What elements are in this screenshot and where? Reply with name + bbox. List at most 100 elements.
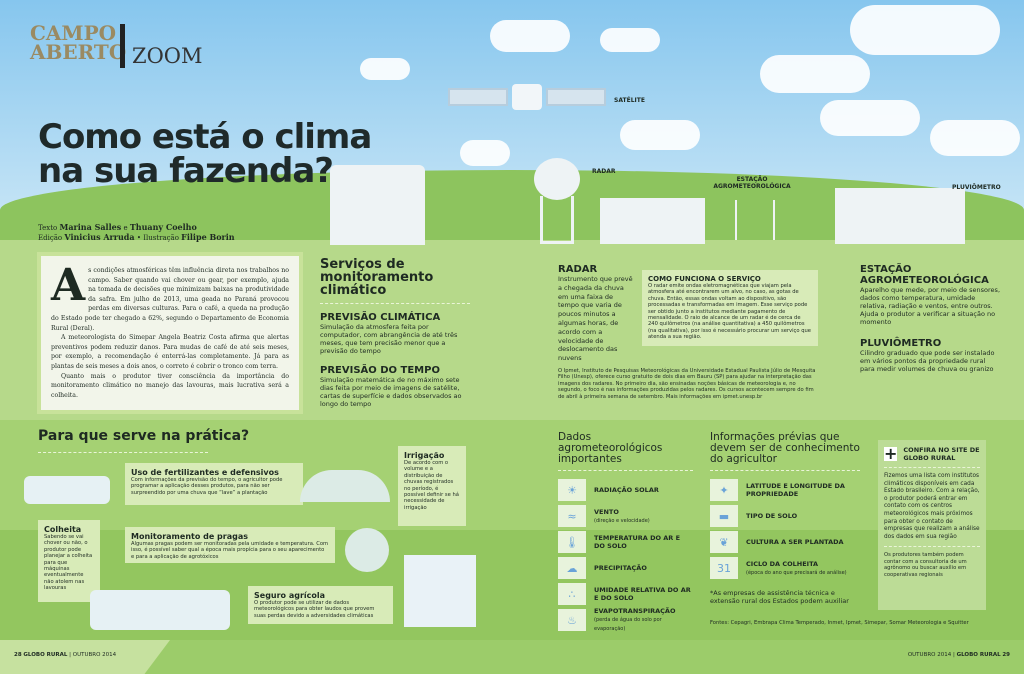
practice-card-irrigation: Irrigação De acordo com o volume e a dis… <box>398 446 466 526</box>
magazine-name: GLOBO RURAL <box>956 652 1001 658</box>
ipmet-note: O Ipmet, Instituto de Pesquisas Meteorol… <box>558 368 816 400</box>
author: Marina Salles <box>59 222 122 232</box>
gauge-text: Cilindro graduado que pode ser instalado… <box>860 349 995 373</box>
pest-beetle-icon <box>345 528 389 572</box>
card-text: O produtor pode se utilizar de dados met… <box>254 600 375 619</box>
sources: Fontes: Cepagri, Embrapa Clima Temperado… <box>710 620 969 626</box>
data-item-text: TEMPERATURA DO AR E DO SOLO <box>594 534 693 550</box>
card-title: Uso de fertilizantes e defensivos <box>131 468 279 477</box>
how-text: O radar emite ondas eletromagnéticas que… <box>648 283 811 341</box>
divider <box>884 546 980 548</box>
article-paragraph: Quanto mais o produtor tiver consciência… <box>51 372 289 399</box>
data-item-label: TEMPERATURA DO AR E DO SOLO <box>594 534 681 550</box>
data-item: 31 CICLO DA COLHEITA (época do ano que pre… <box>710 555 860 581</box>
data-item-text: LATITUDE E LONGITUDE DA PROPRIEDADE <box>746 482 860 498</box>
sun-icon: ☀ <box>558 479 586 501</box>
gauge-title: PLUVIÔMETRO <box>860 338 942 349</box>
data-item-text: TIPO DE SOLO <box>746 512 797 520</box>
station-title: ESTAÇÃO AGROMETEOROLÓGICA <box>860 264 989 286</box>
subsection-label: ZOOM <box>132 44 203 68</box>
satellite-label: SATÉLITE <box>614 97 645 104</box>
data-item: ❦ CULTURA A SER PLANTADA <box>710 529 860 555</box>
cloud <box>460 140 510 166</box>
cloud <box>490 20 570 52</box>
data-item: 🌡 TEMPERATURA DO AR E DO SOLO <box>558 529 693 555</box>
card-title: Monitoramento de pragas <box>131 532 249 541</box>
cloud <box>930 120 1020 156</box>
intro-article: A s condições atmosféricas têm influênci… <box>37 252 303 414</box>
evaporation-icon: ♨ <box>558 609 586 631</box>
satellite-body <box>512 84 542 110</box>
radar-section: RADAR Instrumento que prevê a chegada da… <box>558 264 634 363</box>
data-item: ☁ PRECIPITAÇÃO <box>558 555 693 581</box>
agro-data-title: Dados agrometeorológicos importantes <box>558 431 663 465</box>
card-title: Seguro agrícola <box>254 591 326 600</box>
data-item-text: UMIDADE RELATIVA DO AR E DO SOLO <box>594 586 693 602</box>
article-paragraph: s condições atmosféricas têm influência … <box>51 267 289 332</box>
services-section: Serviços de monitoramento climático PREV… <box>320 258 470 408</box>
data-item-label: UMIDADE RELATIVA DO AR E DO SOLO <box>594 586 691 602</box>
article-paragraph: A meteorologista do Simepar Angela Beatr… <box>51 334 289 370</box>
data-item-label: RADIAÇÃO SOLAR <box>594 486 659 494</box>
divider <box>884 467 980 468</box>
headline: Como está o clima na sua fazenda? <box>38 117 372 188</box>
data-item-text: VENTO (direção e velocidade) <box>594 508 650 525</box>
data-item-label: TIPO DE SOLO <box>746 512 798 520</box>
data-item: ∴ UMIDADE RELATIVA DO AR E DO SOLO <box>558 581 693 607</box>
radar-label: RADAR <box>592 168 616 175</box>
headline-line1: Como está o clima <box>38 117 372 157</box>
cloud <box>820 100 920 136</box>
data-item-text: CICLO DA COLHEITA (época do ano que preci… <box>746 560 847 577</box>
humidity-icon: ∴ <box>558 583 586 605</box>
data-item: ✦ LATITUDE E LONGITUDE DA PROPRIEDADE <box>710 477 860 503</box>
agro-data-section: Dados agrometeorológicos importantes ☀ RA… <box>558 432 693 633</box>
drop-cap: A <box>51 260 86 311</box>
data-item: ≈ VENTO (direção e velocidade) <box>558 503 693 529</box>
data-item-text: EVAPOTRANSPIRAÇÃO (perda de água do solo … <box>594 607 693 633</box>
service-title: PREVISÃO DO TEMPO <box>320 365 440 376</box>
data-item-text: PRECIPITAÇÃO <box>594 564 647 572</box>
silo-building <box>330 165 425 245</box>
site-box-title: CONFIRA NO SITE DE GLOBO RURAL <box>903 446 980 462</box>
rain-gauge-label: PLUVIÔMETRO <box>952 184 1001 191</box>
data-item-text: RADIAÇÃO SOLAR <box>594 486 659 494</box>
card-title: Irrigação <box>404 451 445 460</box>
credit-and: e <box>123 224 128 232</box>
data-item: ♨ EVAPOTRANSPIRAÇÃO (perda de água do solo… <box>558 607 693 633</box>
office-building <box>404 555 476 627</box>
data-item-note: (direção e velocidade) <box>594 517 650 524</box>
soil-icon: ▬ <box>710 505 738 527</box>
cloud <box>760 55 870 93</box>
data-item-note: (perda de água do solo por evaporação) <box>594 617 662 632</box>
illustrator: Filipe Borin <box>181 232 235 242</box>
practice-card-insurance: Seguro agrícola O produtor pode se utili… <box>248 586 393 624</box>
page-number: 28 <box>14 652 22 658</box>
barn <box>600 198 705 244</box>
section-line2: ABERTO <box>30 40 127 64</box>
data-item-label: LATITUDE E LONGITUDE DA PROPRIEDADE <box>746 482 845 498</box>
site-box-text: Fizemos uma lista com institutos climáti… <box>884 473 980 540</box>
data-item-text: CULTURA A SER PLANTADA <box>746 538 844 546</box>
satellite-panel <box>546 88 606 106</box>
card-text: Com informações da previsão do tempo, o … <box>131 477 283 496</box>
harvester-illustration <box>90 590 230 630</box>
satellite-panel <box>448 88 508 106</box>
services-title: Serviços de monitoramento climático <box>320 257 434 298</box>
card-title: Colheita <box>44 525 82 534</box>
rain-cloud-icon: ☁ <box>558 557 586 579</box>
section-line1: CAMPO <box>30 21 117 45</box>
service-text: Simulação da atmosfera feita por computa… <box>320 323 458 355</box>
thermometer-icon: 🌡 <box>558 531 586 553</box>
how-title: COMO FUNCIONA O SERVIÇO <box>648 275 761 283</box>
station-text: Aparelho que mede, por meio de sensores,… <box>860 286 1001 326</box>
editor: Vinicius Arruda <box>64 232 135 242</box>
cloud <box>620 120 700 150</box>
issue-date: OUTUBRO 2014 <box>72 652 117 658</box>
card-text: De acordo com o volume e a distribuição … <box>404 460 459 511</box>
calendar-icon: 31 <box>710 557 738 579</box>
plus-icon: + <box>884 444 898 463</box>
divider <box>558 470 693 471</box>
location-icon: ✦ <box>710 479 738 501</box>
author: Thuany Coelho <box>129 222 197 232</box>
prior-info-title: Informações prévias que devem ser de con… <box>710 431 860 465</box>
